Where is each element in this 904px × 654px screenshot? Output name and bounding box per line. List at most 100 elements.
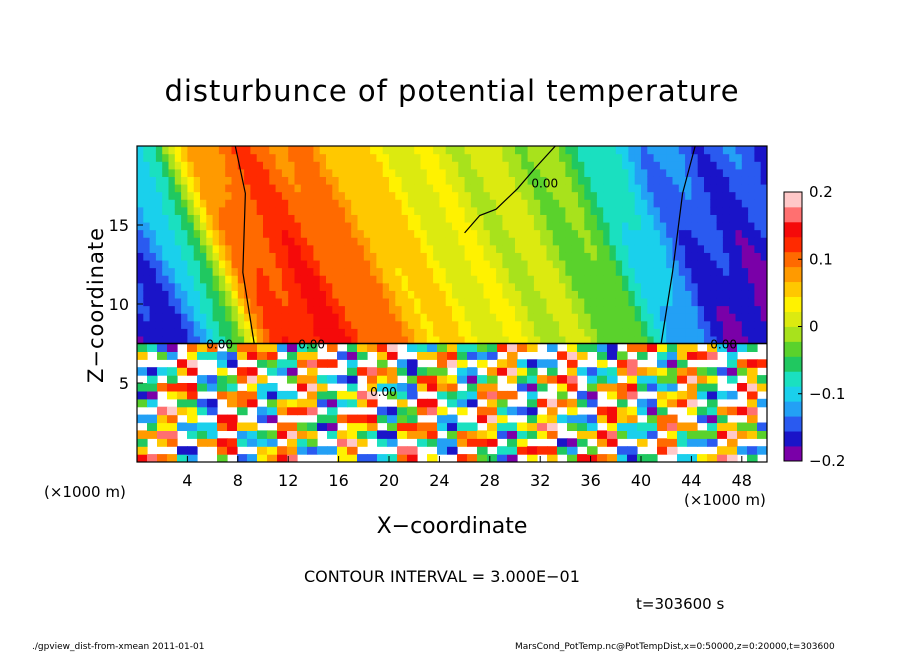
upper-field-cell [678, 161, 686, 170]
upper-field-cell [559, 259, 566, 269]
upper-field-cell [269, 313, 277, 322]
upper-field-cell [590, 206, 598, 215]
upper-field-cell [685, 267, 692, 276]
upper-field-cell [571, 313, 579, 322]
upper-field-cell [741, 199, 749, 208]
upper-field-cell [389, 168, 396, 177]
upper-field-cell [344, 214, 352, 223]
upper-field-cell [181, 328, 188, 337]
upper-field-cell [218, 297, 226, 307]
lower-field-cell [637, 383, 648, 392]
lower-field-cell [187, 422, 198, 431]
upper-field-cell [445, 244, 453, 253]
upper-field-cell [666, 191, 674, 200]
upper-field-cell [741, 259, 749, 269]
upper-field-cell [515, 237, 522, 246]
upper-field-cell [741, 282, 749, 291]
lower-field-cell [557, 375, 568, 384]
upper-field-cell [622, 176, 629, 185]
upper-field-cell [237, 252, 245, 261]
upper-field-cell [609, 328, 617, 337]
upper-field-cell [445, 297, 453, 307]
upper-field-cell [263, 290, 270, 299]
upper-field-cell [565, 320, 573, 329]
upper-field-cell [704, 229, 711, 238]
upper-field-cell [206, 290, 214, 299]
upper-field-cell [332, 237, 340, 246]
upper-field-cell [615, 252, 623, 261]
upper-field-cell [552, 153, 560, 162]
lower-field-cell [247, 422, 258, 431]
lower-field-cell [227, 422, 238, 431]
upper-field-cell [200, 297, 207, 307]
upper-field-cell [370, 305, 377, 314]
upper-field-cell [137, 328, 144, 337]
upper-field-cell [735, 229, 743, 238]
upper-field-cell [483, 290, 491, 299]
lower-field-cell [217, 367, 228, 376]
upper-field-cell [269, 320, 277, 329]
lower-field-cell [457, 454, 468, 462]
upper-field-cell [565, 229, 573, 238]
upper-field-cell [338, 252, 346, 261]
upper-field-cell [483, 176, 491, 185]
upper-field-cell [464, 237, 472, 246]
upper-field-cell [735, 275, 743, 284]
lower-field-cell [137, 343, 148, 352]
upper-field-cell [269, 153, 277, 162]
lower-field-cell [677, 398, 688, 408]
lower-field-cell [607, 375, 618, 384]
upper-field-cell [609, 183, 617, 193]
upper-field-cell [155, 320, 163, 329]
lower-field-cell [527, 343, 538, 352]
upper-field-cell [603, 275, 611, 284]
upper-field-cell [559, 229, 566, 238]
lower-field-cell [457, 406, 468, 416]
upper-field-cell [357, 191, 365, 200]
upper-field-cell [288, 297, 296, 307]
upper-field-cell [760, 168, 767, 177]
upper-field-cell [338, 206, 346, 215]
upper-field-cell [760, 282, 767, 291]
upper-field-cell [489, 282, 497, 291]
lower-field-cell [387, 375, 398, 384]
upper-field-cell [622, 252, 629, 261]
upper-field-cell [174, 183, 182, 193]
upper-field-cell [477, 275, 485, 284]
lower-field-cell [327, 390, 338, 400]
upper-field-cell [426, 313, 434, 322]
upper-field-cell [376, 221, 384, 231]
lower-field-cell [587, 446, 598, 455]
upper-field-cell [407, 221, 415, 231]
lower-field-cell [257, 375, 268, 384]
upper-field-cell [527, 183, 535, 193]
upper-field-cell [754, 176, 762, 185]
upper-field-cell [269, 191, 277, 200]
upper-field-cell [533, 244, 541, 253]
upper-field-cell [653, 146, 661, 155]
upper-field-cell [741, 320, 749, 329]
upper-field-cell [218, 183, 226, 193]
upper-field-cell [143, 267, 151, 276]
upper-field-cell [590, 221, 598, 231]
upper-field-cell [464, 328, 472, 337]
upper-field-cell [439, 237, 447, 246]
upper-field-cell [376, 305, 384, 314]
upper-field-cell [641, 206, 648, 215]
lower-field-cell [367, 454, 378, 462]
upper-field-cell [735, 313, 743, 322]
upper-field-cell [571, 221, 579, 231]
upper-field-cell [559, 206, 566, 215]
upper-field-cell [338, 328, 346, 337]
upper-field-cell [502, 183, 510, 193]
upper-field-cell [609, 282, 617, 291]
upper-field-cell [370, 229, 377, 238]
lower-field-cell [547, 422, 558, 431]
lower-field-cell [377, 343, 388, 352]
upper-field-cell [483, 267, 491, 276]
upper-field-cell [458, 305, 466, 314]
upper-field-cell [615, 305, 623, 314]
upper-field-cell [263, 153, 270, 162]
upper-field-cell [294, 153, 302, 162]
upper-field-cell [143, 229, 151, 238]
